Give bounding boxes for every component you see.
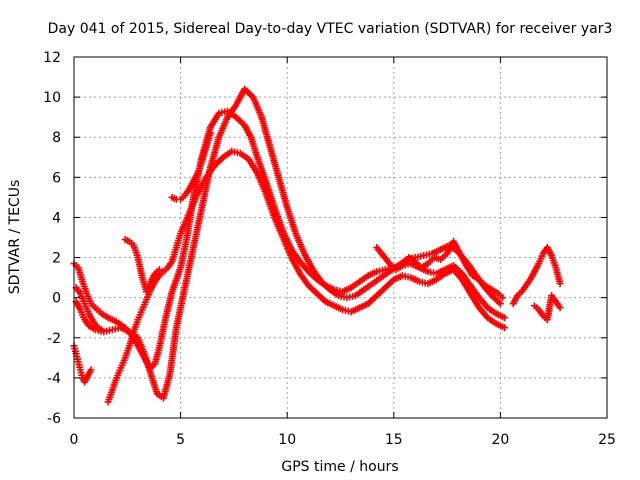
y-tick-label: 10 [43, 90, 61, 106]
y-tick-label: 12 [43, 50, 61, 66]
data-point [206, 129, 214, 137]
data-point [501, 324, 509, 332]
y-axis-label: SDTVAR / TECUs [7, 180, 23, 295]
data-point [499, 294, 507, 302]
x-tick-label: 10 [278, 432, 296, 448]
data-points-layer [70, 85, 564, 406]
x-axis-label: GPS time / hours [281, 459, 398, 475]
y-tick-label: 6 [52, 170, 61, 186]
data-point [556, 280, 564, 288]
x-tick-label: 20 [491, 432, 509, 448]
plot-frame [73, 56, 608, 419]
data-point [496, 300, 504, 308]
x-tick-label: 5 [176, 432, 185, 448]
y-tick-label: 4 [52, 210, 61, 226]
data-point [556, 304, 564, 312]
y-tick-label: -4 [47, 371, 61, 387]
y-tick-label: 0 [52, 291, 61, 307]
data-point [155, 266, 163, 274]
x-tick-label: 25 [598, 432, 616, 448]
y-tick-label: -6 [47, 411, 61, 427]
data-point [87, 366, 95, 374]
x-tick-label: 15 [385, 432, 403, 448]
y-tick-label: 8 [52, 130, 61, 146]
chart-title: Day 041 of 2015, Sidereal Day-to-day VTE… [48, 21, 613, 37]
y-tick-label: -2 [47, 331, 61, 347]
x-tick-label: 0 [70, 432, 79, 448]
data-point [98, 326, 106, 334]
data-point [501, 314, 509, 322]
ticks-layer: 0 5 10 15 20 25 -6 -4 -2 0 2 4 6 8 10 12 [43, 50, 616, 448]
y-tick-label: 2 [52, 251, 61, 267]
